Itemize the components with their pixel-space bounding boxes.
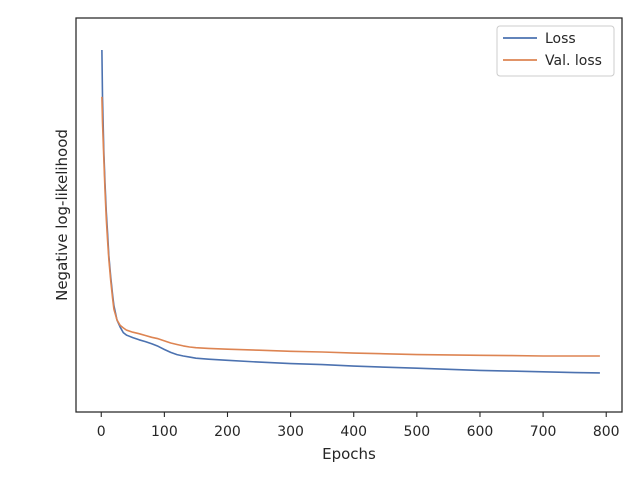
x-axis-ticks: 0 100 200 300 400 500 600 700 800 — [97, 412, 620, 440]
series-lines — [101, 49, 600, 374]
legend: Loss Val. loss — [496, 25, 615, 77]
x-tick-label-600: 600 — [467, 424, 494, 440]
x-tick-label-400: 400 — [340, 424, 367, 440]
legend-label-val-loss: Val. loss — [545, 53, 602, 69]
series-line-val-loss — [101, 96, 600, 357]
x-tick-label-100: 100 — [151, 424, 178, 440]
x-tick-label-800: 800 — [593, 424, 620, 440]
y-axis-label: Negative log-likelihood — [53, 129, 71, 301]
x-tick-label-500: 500 — [403, 424, 430, 440]
x-tick-label-0: 0 — [97, 424, 106, 440]
x-axis-label: Epochs — [322, 445, 376, 463]
x-tick-label-700: 700 — [530, 424, 557, 440]
x-tick-label-200: 200 — [214, 424, 241, 440]
x-tick-label-300: 300 — [277, 424, 304, 440]
plot-frame — [75, 17, 623, 413]
legend-label-loss: Loss — [545, 31, 576, 47]
series-line-loss — [101, 49, 600, 374]
